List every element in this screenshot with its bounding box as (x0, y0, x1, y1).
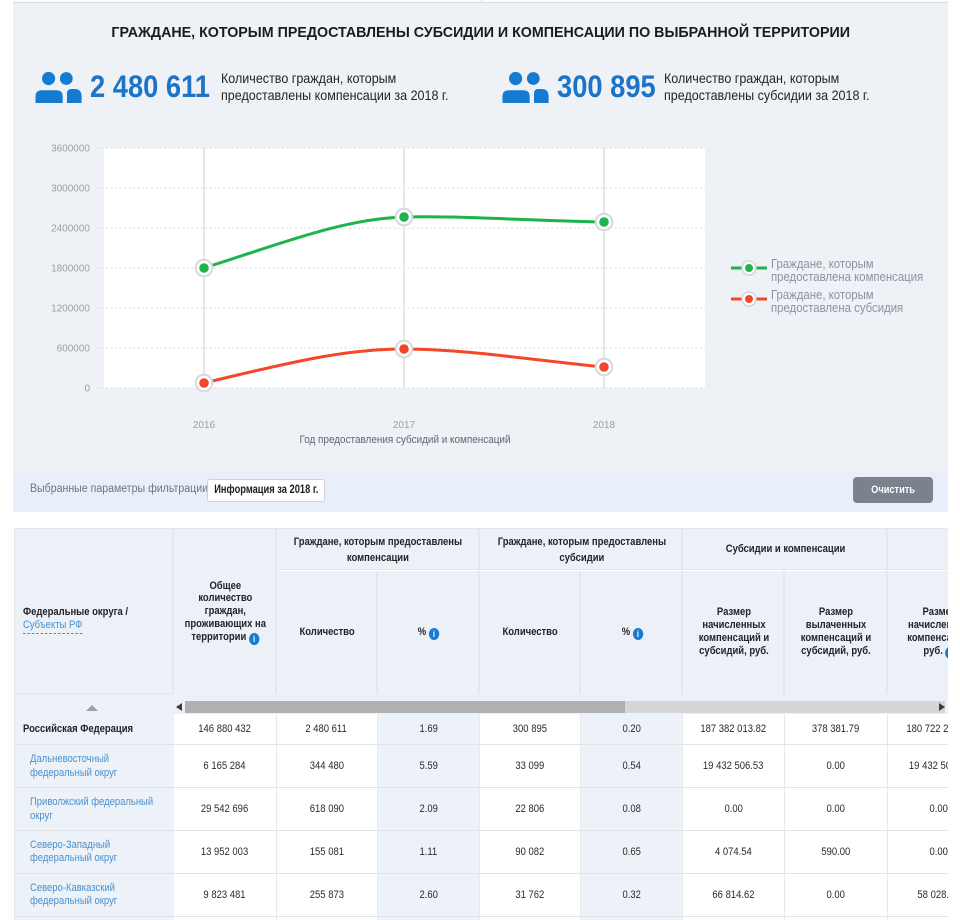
svg-text:2017: 2017 (393, 420, 416, 431)
svg-text:3000000: 3000000 (51, 184, 90, 195)
svg-text:2018: 2018 (593, 420, 616, 431)
svg-text:1200000: 1200000 (51, 304, 90, 315)
svg-text:1800000: 1800000 (51, 264, 90, 275)
svg-text:3600000: 3600000 (51, 144, 90, 155)
svg-text:2400000: 2400000 (51, 224, 90, 235)
svg-text:Год предоставления субсидий и: Год предоставления субсидий и компенсаци… (300, 434, 511, 446)
svg-text:0: 0 (84, 384, 90, 395)
svg-text:600000: 600000 (57, 344, 91, 355)
svg-text:2016: 2016 (193, 420, 216, 431)
